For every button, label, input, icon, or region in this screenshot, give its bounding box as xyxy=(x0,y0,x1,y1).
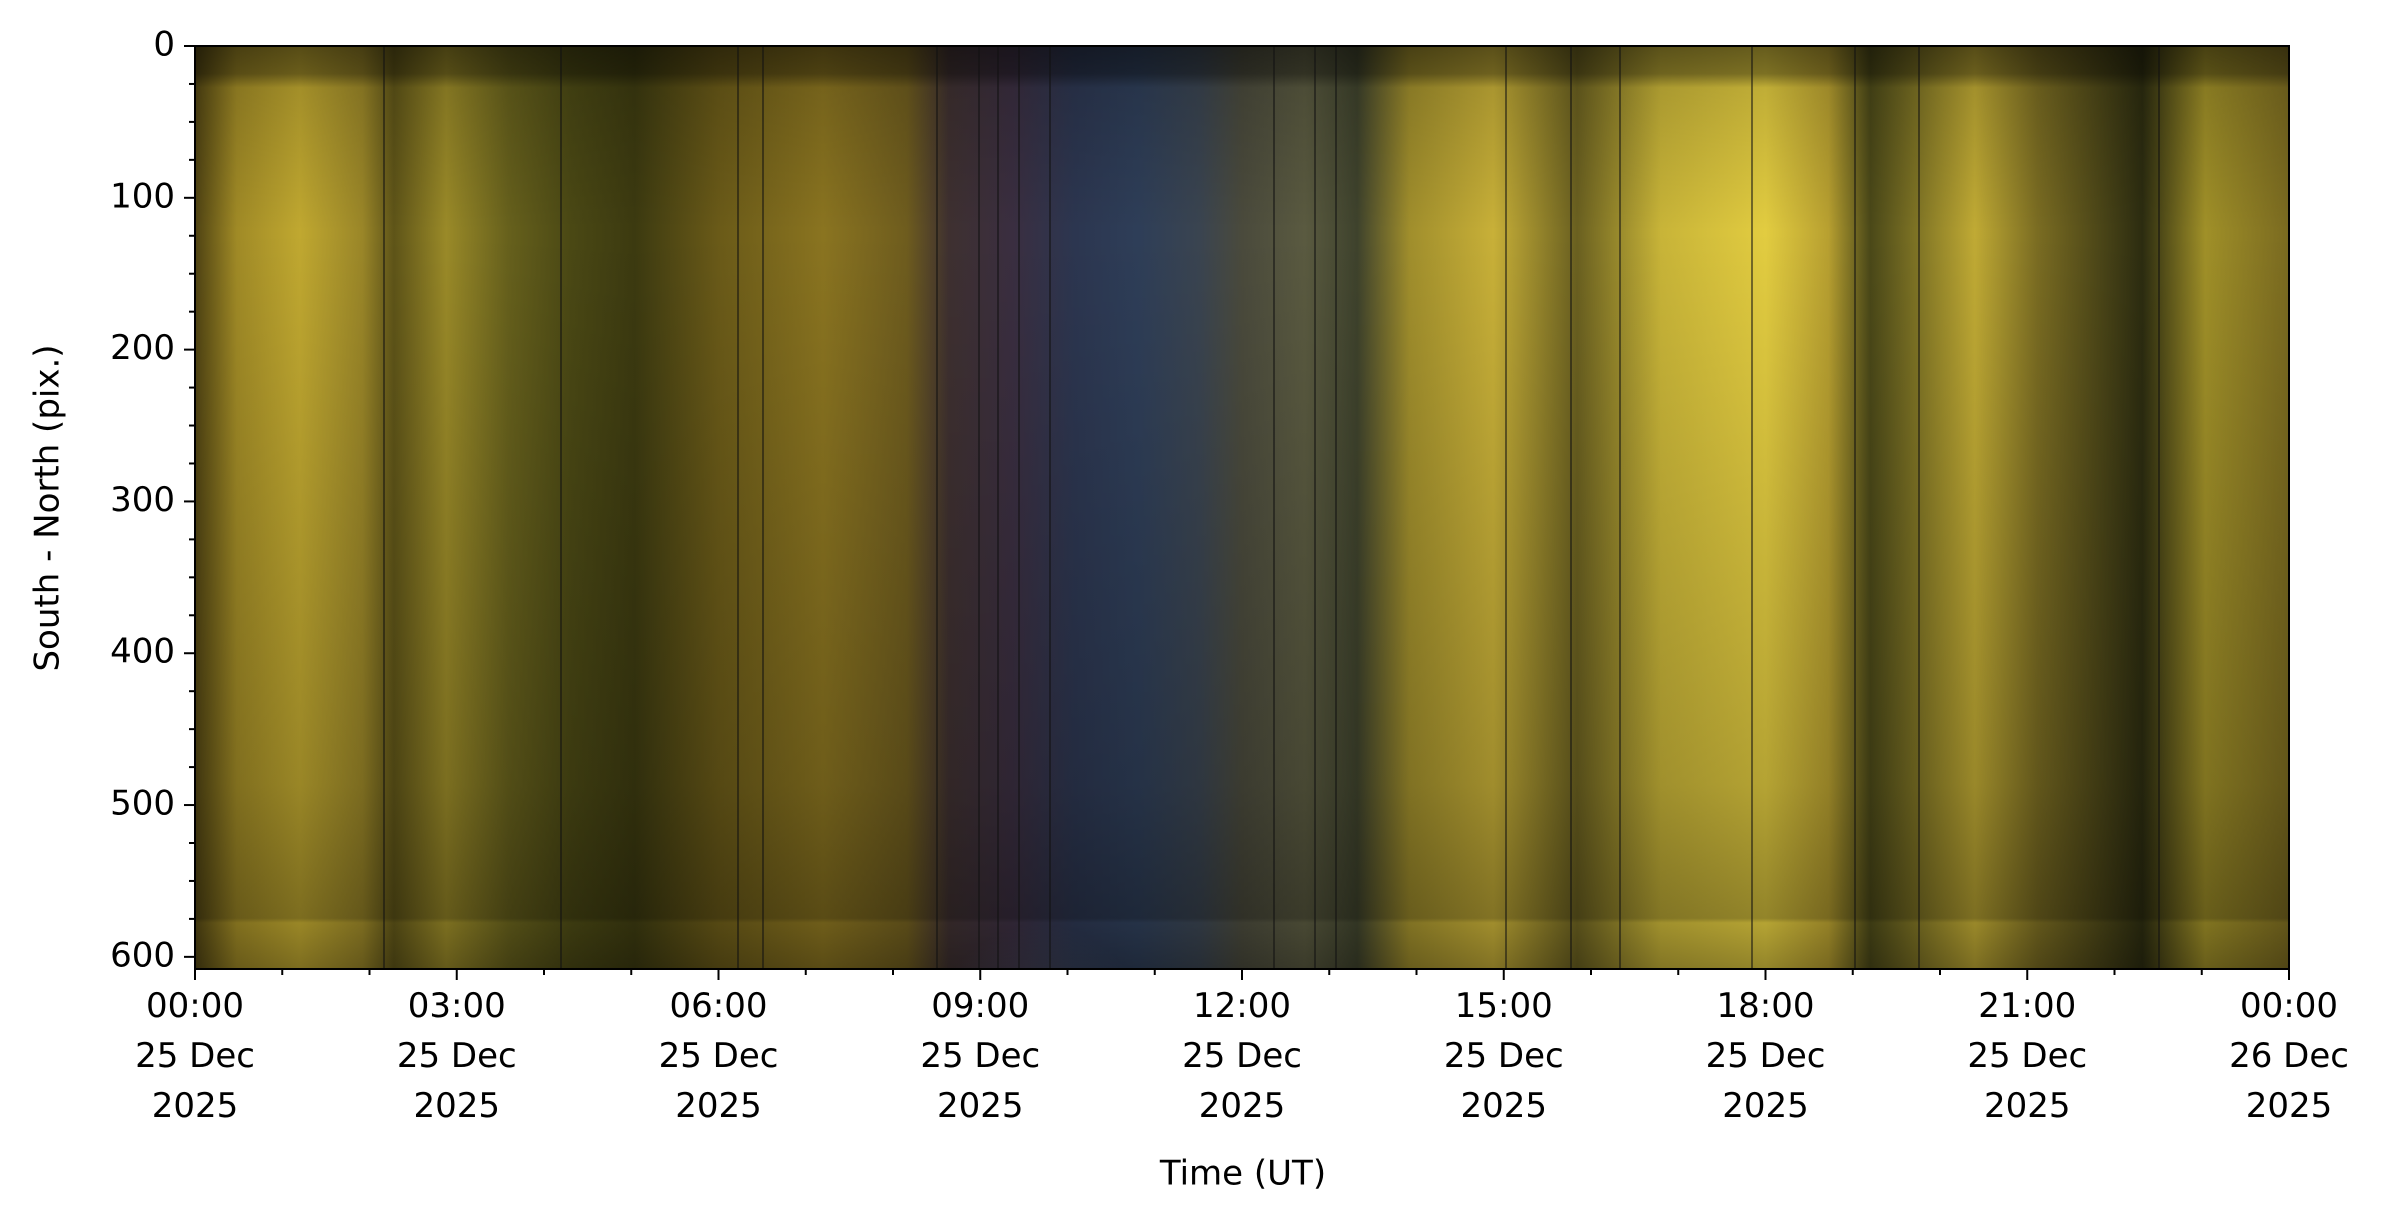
x-tick-label-line: 21:00 xyxy=(1978,986,2076,1026)
y-tick-label: 400 xyxy=(110,632,175,672)
y-tick-label: 600 xyxy=(110,935,175,975)
x-tick-label-line: 2025 xyxy=(1722,1086,1809,1126)
y-tick-label: 100 xyxy=(110,176,175,216)
x-tick-label-line: 00:00 xyxy=(146,986,244,1026)
y-axis-label: South - North (pix.) xyxy=(28,344,68,671)
x-tick-label-line: 25 Dec xyxy=(1967,1036,2087,1076)
x-tick-label: 06:00 25 Dec 2025 xyxy=(659,986,779,1126)
x-tick-label-line: 09:00 xyxy=(931,986,1029,1026)
x-tick-label-line: 25 Dec xyxy=(1182,1036,1302,1076)
x-tick-label-line: 12:00 xyxy=(1193,986,1291,1026)
x-tick-label: 00:00 25 Dec 2025 xyxy=(135,986,255,1126)
keogram-image xyxy=(195,46,2289,969)
y-tick-label: 300 xyxy=(110,480,175,520)
x-tick-label-line: 15:00 xyxy=(1455,986,1553,1026)
y-tick-label: 200 xyxy=(110,328,175,368)
x-tick-label-line: 26 Dec xyxy=(2229,1036,2349,1076)
x-tick-label-line: 25 Dec xyxy=(1706,1036,1826,1076)
x-tick-label: 03:00 25 Dec 2025 xyxy=(397,986,517,1126)
x-tick-label-line: 2025 xyxy=(937,1086,1024,1126)
x-tick-label-line: 2025 xyxy=(2246,1086,2333,1126)
x-tick-label-line: 2025 xyxy=(152,1086,239,1126)
x-tick-label: 15:00 25 Dec 2025 xyxy=(1444,986,1564,1126)
x-tick-label-line: 25 Dec xyxy=(920,1036,1040,1076)
x-tick-label-line: 2025 xyxy=(413,1086,500,1126)
y-tick-label: 0 xyxy=(153,25,175,65)
x-tick-label-line: 2025 xyxy=(1984,1086,2071,1126)
x-tick-label-line: 06:00 xyxy=(670,986,768,1026)
x-axis-label: Time (UT) xyxy=(1159,1154,1326,1194)
x-tick-label-line: 25 Dec xyxy=(397,1036,517,1076)
x-tick-label-line: 2025 xyxy=(1199,1086,1286,1126)
x-tick-label-line: 25 Dec xyxy=(1444,1036,1564,1076)
x-tick-label-line: 25 Dec xyxy=(135,1036,255,1076)
x-tick-label-line: 00:00 xyxy=(2240,986,2338,1026)
x-tick-label: 09:00 25 Dec 2025 xyxy=(920,986,1040,1126)
x-tick-label: 21:00 25 Dec 2025 xyxy=(1967,986,2087,1126)
x-tick-label-line: 18:00 xyxy=(1717,986,1815,1026)
x-tick-label: 12:00 25 Dec 2025 xyxy=(1182,986,1302,1126)
x-tick-label: 00:00 26 Dec 2025 xyxy=(2229,986,2349,1126)
x-tick-label-line: 25 Dec xyxy=(659,1036,779,1076)
x-tick-label-line: 03:00 xyxy=(408,986,506,1026)
x-tick-label: 18:00 25 Dec 2025 xyxy=(1706,986,1826,1126)
x-tick-label-line: 2025 xyxy=(675,1086,762,1126)
y-tick-label: 500 xyxy=(110,784,175,824)
x-tick-label-line: 2025 xyxy=(1460,1086,1547,1126)
